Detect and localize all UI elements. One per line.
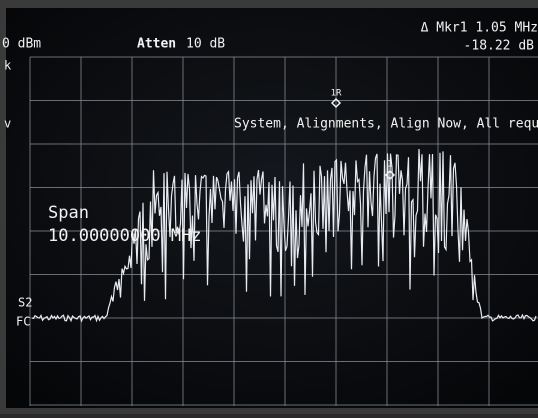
marker-value: -18.22 dB [464, 39, 535, 54]
ref-marker [330, 97, 342, 109]
graticule [29, 56, 538, 406]
left-softkey-top: k [4, 59, 12, 73]
trace-line [31, 148, 537, 323]
ref-marker-label: 1R [331, 89, 342, 99]
atten-value: 10 dB [186, 37, 225, 52]
delta-marker-label: 1 [387, 160, 392, 170]
atten-label: Atten [137, 37, 176, 52]
marker-readout: Δ Mkr1 1.05 MHz [421, 21, 538, 36]
delta-marker [384, 169, 396, 181]
alignment-message: System, Alignments, Align Now, All requi… [234, 117, 538, 132]
span-label: Span [48, 203, 89, 223]
left-softkey-middle: v [4, 117, 11, 131]
s2-label: S2 [18, 296, 32, 310]
span-value: 10.00000000 MHz [48, 226, 202, 246]
fc-label: FC [16, 315, 30, 329]
ref-level: 0 dBm [2, 37, 41, 52]
trace [31, 148, 537, 323]
